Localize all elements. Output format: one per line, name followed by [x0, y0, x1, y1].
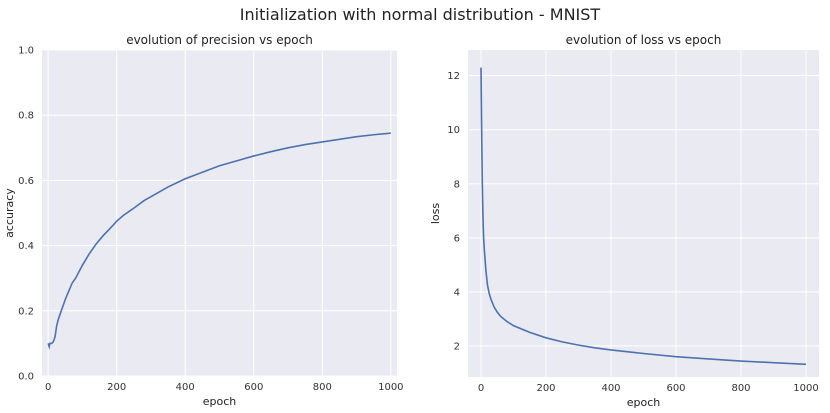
- precision-y-tick-label: 1.0: [18, 46, 34, 57]
- loss-y-tick-label: 12: [447, 71, 460, 82]
- precision-line: [47, 132, 391, 350]
- precision-x-tick-label: 800: [313, 382, 332, 393]
- precision-y-tick-label: 0.8: [18, 111, 34, 122]
- loss-x-tick-label: 1000: [793, 383, 818, 394]
- precision-y-tick-label: 0.0: [18, 372, 34, 383]
- loss-chart-title: evolution of loss vs epoch: [566, 33, 722, 47]
- precision-chart-title: evolution of precision vs epoch: [126, 33, 313, 47]
- precision-x-tick-label: 1000: [378, 382, 403, 393]
- precision-x-tick-label: 200: [107, 382, 126, 393]
- loss-x-tick-label: 600: [666, 383, 685, 394]
- loss-plot-area: [468, 50, 819, 377]
- precision-x-tick-label: 0: [45, 382, 51, 393]
- loss-x-tick-label: 400: [601, 383, 620, 394]
- precision-plot-area: [42, 50, 397, 376]
- loss-y-axis-label: loss: [429, 203, 442, 225]
- precision-x-tick-label: 600: [244, 382, 263, 393]
- loss-y-tick-label: 6: [454, 233, 460, 244]
- figure-title: Initialization with normal distribution …: [240, 5, 601, 24]
- precision-y-tick-label: 0.4: [18, 241, 34, 252]
- precision-y-tick-label: 0.2: [18, 306, 34, 317]
- loss-line: [480, 67, 807, 366]
- precision-y-tick-label: 0.6: [18, 176, 34, 187]
- loss-y-tick-label: 10: [447, 125, 460, 136]
- loss-x-tick-label: 200: [536, 383, 555, 394]
- precision-x-axis-label: epoch: [203, 395, 237, 408]
- loss-y-tick-label: 4: [454, 287, 460, 298]
- precision-x-tick-label: 400: [176, 382, 195, 393]
- precision-chart: 0 200 400 600 800 1000 0.0 0.2 0.4 0.6 0.8 1.0 evol…: [3, 33, 404, 408]
- loss-chart: 0 200 400 600 800 1000 2 4 6 8 10 12 evolution of l…: [429, 33, 819, 409]
- loss-x-tick-label: 800: [731, 383, 750, 394]
- loss-y-tick-label: 8: [454, 179, 460, 190]
- precision-y-axis-label: accuracy: [3, 188, 16, 238]
- loss-x-tick-label: 0: [478, 383, 484, 394]
- loss-y-tick-label: 2: [454, 341, 460, 352]
- loss-x-axis-label: epoch: [627, 396, 661, 409]
